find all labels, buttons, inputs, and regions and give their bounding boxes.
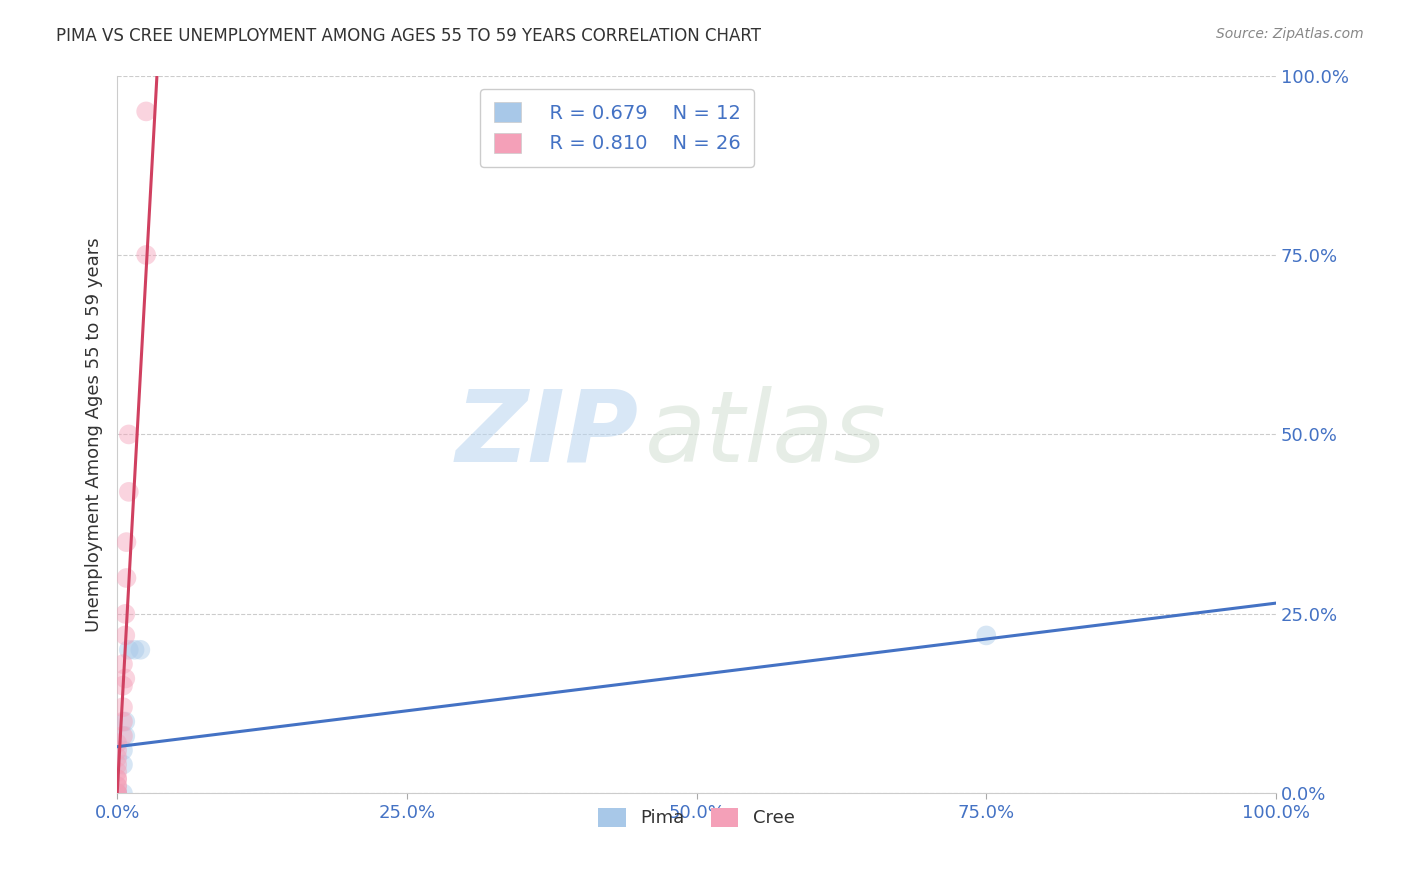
- Text: atlas: atlas: [644, 386, 886, 483]
- Point: [118, 484, 141, 499]
- Point: [114, 672, 136, 686]
- Point: [111, 679, 134, 693]
- Point: [105, 786, 128, 800]
- Point: [974, 628, 997, 642]
- Text: Source: ZipAtlas.com: Source: ZipAtlas.com: [1216, 27, 1364, 41]
- Point: [118, 427, 141, 442]
- Point: [111, 757, 134, 772]
- Point: [118, 642, 141, 657]
- Point: [105, 736, 128, 750]
- Point: [129, 642, 152, 657]
- Point: [105, 786, 128, 800]
- Point: [105, 786, 128, 800]
- Text: PIMA VS CREE UNEMPLOYMENT AMONG AGES 55 TO 59 YEARS CORRELATION CHART: PIMA VS CREE UNEMPLOYMENT AMONG AGES 55 …: [56, 27, 761, 45]
- Point: [124, 642, 146, 657]
- Point: [114, 714, 136, 729]
- Point: [115, 571, 138, 585]
- Point: [105, 786, 128, 800]
- Point: [114, 729, 136, 743]
- Point: [114, 607, 136, 621]
- Text: ZIP: ZIP: [456, 386, 638, 483]
- Point: [135, 104, 157, 119]
- Point: [111, 786, 134, 800]
- Point: [115, 535, 138, 549]
- Legend: Pima, Cree: Pima, Cree: [591, 801, 801, 835]
- Point: [105, 772, 128, 786]
- Point: [111, 743, 134, 757]
- Point: [105, 764, 128, 779]
- Point: [105, 772, 128, 786]
- Point: [114, 628, 136, 642]
- Point: [105, 750, 128, 764]
- Point: [135, 248, 157, 262]
- Point: [105, 757, 128, 772]
- Point: [111, 700, 134, 714]
- Point: [105, 779, 128, 793]
- Point: [105, 786, 128, 800]
- Point: [105, 743, 128, 757]
- Point: [111, 729, 134, 743]
- Point: [111, 714, 134, 729]
- Point: [105, 779, 128, 793]
- Point: [111, 657, 134, 672]
- Point: [105, 786, 128, 800]
- Y-axis label: Unemployment Among Ages 55 to 59 years: Unemployment Among Ages 55 to 59 years: [86, 237, 103, 632]
